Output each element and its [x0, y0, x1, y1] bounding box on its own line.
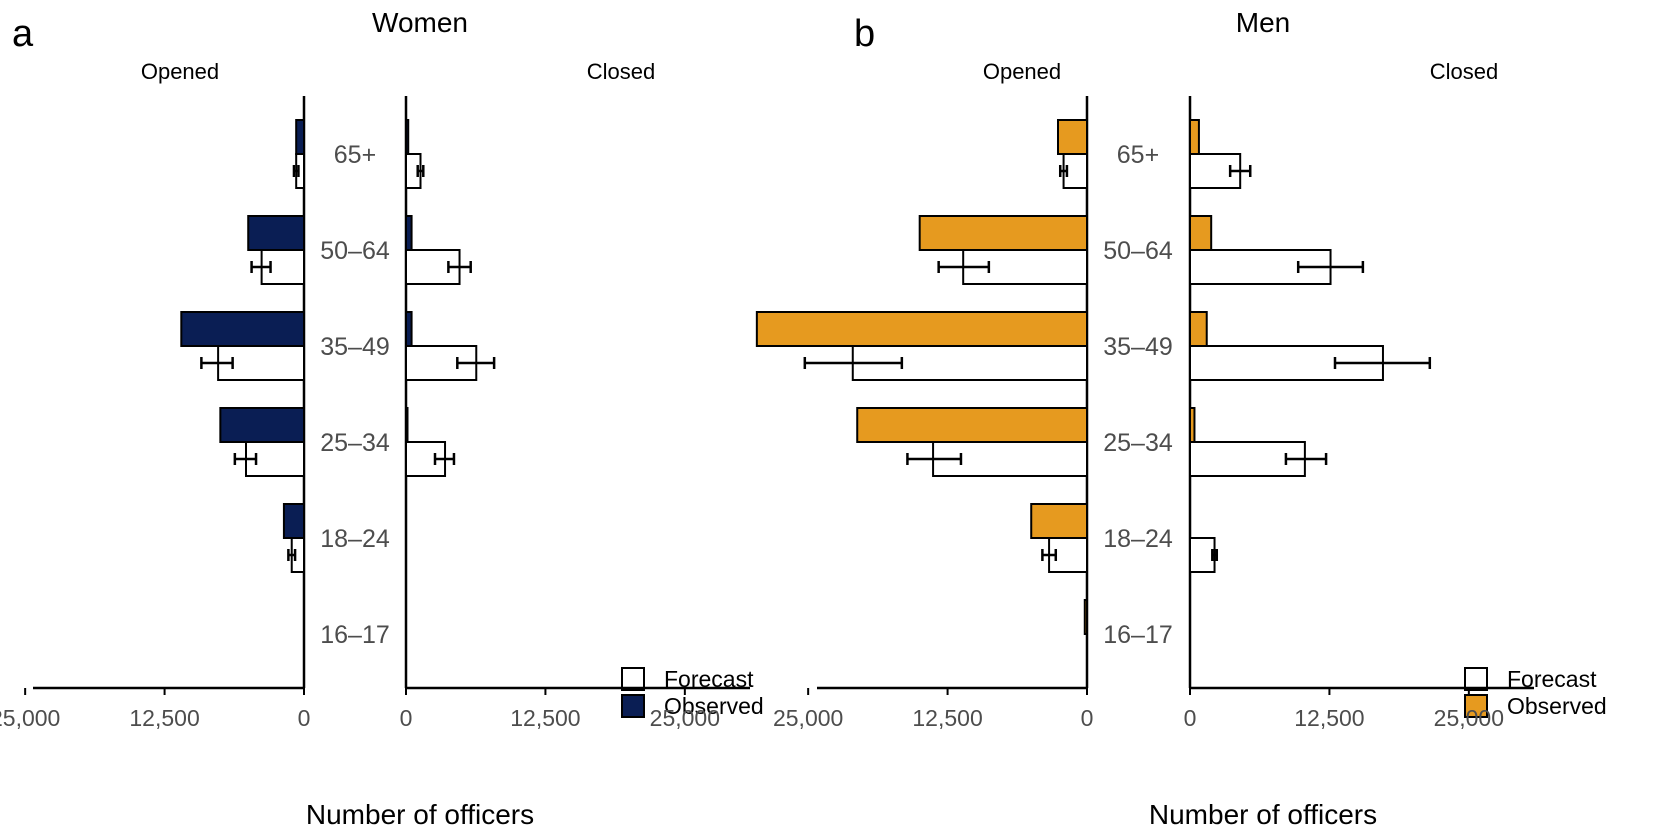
closed-observed-bar: [1189, 215, 1213, 251]
subtitle-opened: Opened: [983, 59, 1061, 84]
x-tick-label-opened: 0: [298, 705, 311, 731]
x-tick-label-opened: 25,000: [0, 705, 60, 731]
legend-observed-label: Observed: [664, 693, 764, 719]
closed-observed-bar: [405, 407, 409, 443]
opened-observed-bar: [1083, 599, 1089, 635]
closed-observed-bar: [405, 311, 413, 347]
legend-observed-swatch: [621, 694, 645, 718]
opened-observed-bar: [219, 407, 306, 443]
age-group-label: 18–24: [1103, 525, 1173, 553]
panel-title: Women: [372, 7, 468, 38]
age-group-label: 16–17: [1103, 621, 1173, 649]
x-tick-label-opened: 12,500: [129, 705, 199, 731]
closed-observed-bar: [405, 119, 410, 155]
x-axis-label: Number of officers: [306, 799, 534, 830]
x-tick-label-closed: 0: [400, 705, 413, 731]
panel-women: a Women Opened Closed Number of officers…: [0, 7, 764, 830]
closed-forecast-bar: [405, 345, 478, 381]
x-tick-label-closed: 0: [1184, 705, 1197, 731]
age-group-label: 18–24: [320, 525, 390, 553]
age-group-label: 35–49: [1103, 333, 1173, 361]
closed-observed-bar: [1189, 119, 1200, 155]
opened-observed-bar: [1057, 119, 1088, 155]
legend: Forecast Observed: [1464, 666, 1607, 719]
panel-title: Men: [1236, 7, 1290, 38]
x-tick-label-closed: 25,000: [1434, 705, 1504, 731]
age-group-label: 50–64: [320, 237, 390, 265]
panel-letter: b: [854, 13, 875, 55]
opened-observed-bar: [856, 407, 1088, 443]
closed-forecast-bar: [1189, 537, 1216, 573]
closed-observed-bar: [1189, 407, 1196, 443]
age-group-label: 25–34: [320, 429, 390, 457]
legend-forecast-swatch: [1464, 667, 1488, 691]
opened-observed-bar: [295, 119, 306, 155]
subtitle-opened: Opened: [141, 59, 219, 84]
opened-observed-bar: [282, 503, 305, 539]
opened-observed-bar: [247, 215, 306, 251]
opened-observed-bar: [918, 215, 1089, 251]
x-tick-label-closed: 12,500: [510, 705, 580, 731]
age-group-label: 50–64: [1103, 237, 1173, 265]
opened-forecast-bar: [962, 249, 1089, 285]
closed-observed-bar: [1189, 311, 1208, 347]
x-tick-label-closed: 25,000: [650, 705, 720, 731]
age-group-label: 35–49: [320, 333, 390, 361]
x-tick-label-opened: 0: [1081, 705, 1094, 731]
age-group-label: 25–34: [1103, 429, 1173, 457]
x-tick-label-closed: 12,500: [1294, 705, 1364, 731]
legend: Forecast Observed: [621, 666, 764, 719]
panel-men: b Men Opened Closed Number of officers F…: [755, 7, 1607, 830]
subtitle-closed: Closed: [587, 59, 655, 84]
legend-forecast-swatch: [621, 667, 645, 691]
opened-observed-bar: [755, 311, 1088, 347]
age-group-label: 16–17: [320, 621, 390, 649]
opened-observed-bar: [1030, 503, 1088, 539]
closed-observed-bar: [405, 215, 413, 251]
panel-letter: a: [12, 13, 34, 55]
x-tick-label-opened: 12,500: [912, 705, 982, 731]
opened-observed-bar: [180, 311, 305, 347]
age-group-label: 65+: [1117, 141, 1159, 169]
subtitle-closed: Closed: [1430, 59, 1498, 84]
age-group-label: 65+: [334, 141, 376, 169]
x-tick-label-opened: 25,000: [773, 705, 843, 731]
legend-observed-label: Observed: [1507, 693, 1607, 719]
x-axis-label: Number of officers: [1149, 799, 1377, 830]
legend-observed-swatch: [1464, 694, 1488, 718]
